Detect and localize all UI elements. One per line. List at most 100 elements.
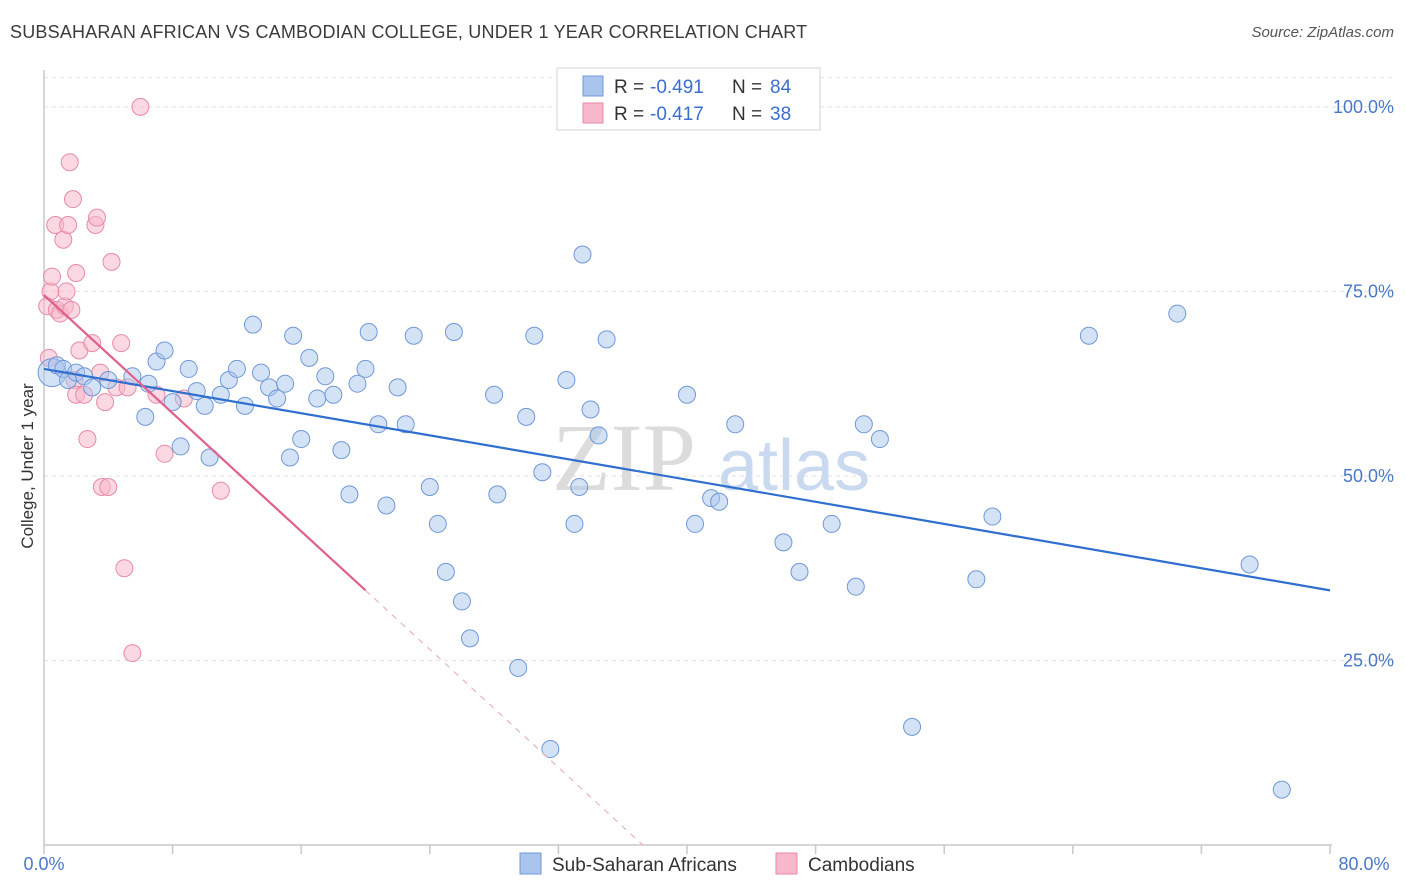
subsaharan-point [570, 478, 589, 497]
subsaharan-point [227, 359, 246, 378]
cambodians-point [62, 300, 81, 319]
subsaharan-point [903, 717, 922, 736]
subsaharan-point [300, 348, 319, 367]
watermark-zip: ZIP [552, 404, 696, 511]
subsaharan-point [597, 330, 616, 349]
subsaharan-point [369, 415, 388, 434]
subsaharan-point [967, 570, 986, 589]
subsaharan-point [396, 415, 415, 434]
subsaharan-point [525, 326, 544, 345]
subsaharan-point [377, 496, 396, 515]
subsaharan-point [581, 400, 600, 419]
cambodians-point [102, 252, 121, 271]
cambodians-point [96, 393, 115, 412]
subsaharan-point [436, 562, 455, 581]
cambodians-point [115, 559, 134, 578]
subsaharan-point [404, 326, 423, 345]
cambodians-point [83, 334, 102, 353]
cambodians-trendline-extension [365, 589, 644, 846]
legend-r-value-blue: -0.491 [650, 77, 704, 98]
subsaharan-point [136, 407, 155, 426]
y-tick-label: 75.0% [1343, 281, 1394, 301]
subsaharan-point [846, 577, 865, 596]
subsaharan-point [710, 492, 729, 511]
subsaharan-point [541, 740, 560, 759]
subsaharan-point [1240, 555, 1259, 574]
subsaharan-point [316, 367, 335, 386]
legend-r-label-blue: R = [614, 77, 644, 98]
cambodians-trendline [43, 294, 367, 592]
legend-swatch-pink [582, 102, 604, 124]
y-axis-label: College, Under 1 year [18, 383, 37, 549]
subsaharan-point [678, 385, 696, 404]
subsaharan-point [774, 533, 793, 552]
subsaharan-point [854, 415, 873, 434]
subsaharan-point [356, 359, 375, 378]
subsaharan-point [308, 389, 327, 408]
legend-box: R = -0.491 N = 84 R = -0.417 N = 38 [556, 67, 821, 131]
subsaharan-point [557, 371, 576, 389]
cambodians-point [57, 282, 76, 301]
cambodians-point [99, 478, 118, 497]
cambodians-point [131, 97, 150, 116]
legend-n-value-blue: 84 [770, 77, 792, 98]
subsaharan-point [1272, 780, 1291, 799]
subsaharan-point [870, 430, 889, 449]
subsaharan-point [252, 363, 271, 382]
cambodians-point [88, 208, 107, 227]
cambodians-point [78, 430, 97, 449]
subsaharan-point [517, 407, 536, 426]
legend-n-value-pink: 38 [770, 104, 791, 125]
subsaharan-point [420, 478, 439, 497]
subsaharan-point [243, 315, 262, 334]
cambodians-point [63, 190, 82, 209]
legend-r-value-pink: -0.417 [650, 104, 704, 125]
subsaharan-point [388, 378, 407, 397]
subsaharan-point [268, 389, 287, 408]
subsaharan-point [324, 385, 343, 404]
bottom-legend-label-blue: Sub-Saharan Africans [552, 855, 737, 876]
subsaharan-point [983, 507, 1002, 526]
trendlines [43, 294, 1331, 846]
subsaharan-point [790, 562, 809, 581]
subsaharan-point [726, 415, 745, 434]
chart-title: SUBSAHARAN AFRICAN VS CAMBODIAN COLLEGE,… [10, 22, 808, 42]
cambodians-point [67, 263, 86, 282]
subsaharan-point [359, 323, 378, 342]
watermark-atlas: atlas [718, 426, 870, 506]
bottom-legend-label-pink: Cambodians [808, 855, 915, 876]
subsaharan-point [179, 359, 198, 378]
subsaharan-point [83, 378, 102, 397]
subsaharan-point [1079, 326, 1098, 345]
subsaharan-point [460, 629, 479, 648]
y-tick-label: 100.0% [1333, 97, 1394, 117]
subsaharan-point [589, 426, 608, 445]
subsaharan-point [276, 374, 295, 393]
gridlines [44, 76, 1392, 661]
cambodians-point [112, 334, 131, 353]
subsaharan-point [1168, 304, 1187, 323]
source-label: Source: ZipAtlas.com [1251, 24, 1394, 41]
subsaharan-point [428, 514, 447, 533]
subsaharan-point [155, 341, 174, 360]
cambodians-point [43, 267, 62, 286]
subsaharan-point [565, 514, 584, 533]
x-tick-label-min: 0.0% [23, 854, 64, 874]
legend-n-label-pink: N = [732, 104, 762, 125]
legend-r-label-pink: R = [614, 104, 644, 125]
cambodians-point [211, 481, 230, 500]
subsaharan-point [488, 485, 507, 504]
subsaharan-point [200, 448, 219, 467]
subsaharan-points [37, 245, 1291, 799]
x-tick-label-max: 80.0% [1338, 854, 1389, 874]
y-tick-label: 50.0% [1343, 466, 1394, 486]
subsaharan-point [348, 374, 367, 393]
cambodians-point [59, 216, 78, 234]
cambodians-point [155, 444, 174, 463]
subsaharan-point [509, 658, 528, 677]
subsaharan-trendline [43, 367, 1331, 592]
subsaharan-point [485, 385, 504, 404]
cambodians-points [38, 97, 230, 663]
subsaharan-point [340, 485, 359, 504]
cambodians-point [123, 644, 142, 663]
